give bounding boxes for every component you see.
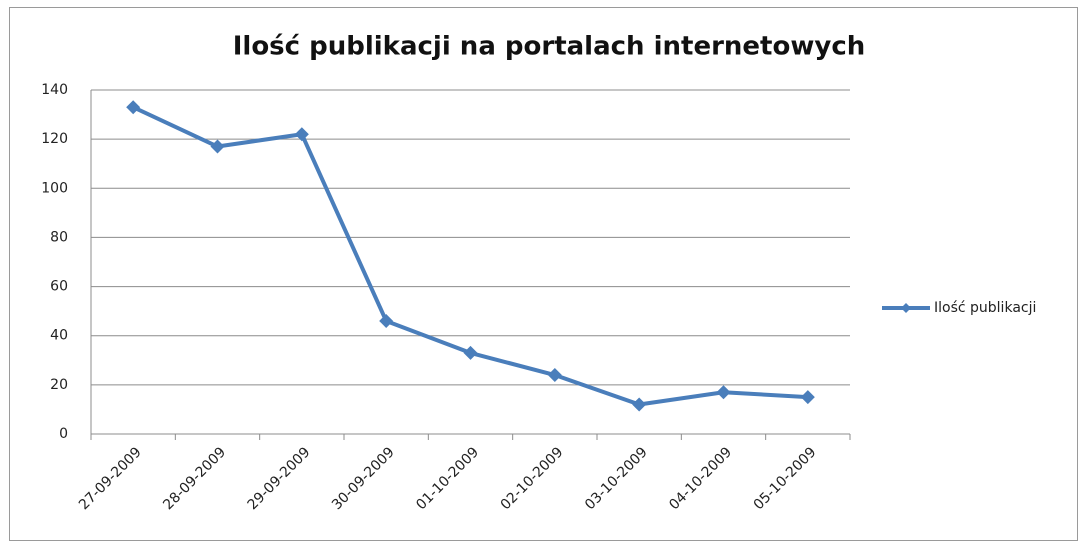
point-marker [379, 313, 394, 328]
y-tick-label: 80 [50, 229, 68, 245]
point-marker [210, 139, 225, 154]
point-marker [294, 127, 309, 142]
point-marker [126, 100, 141, 115]
point-marker [463, 345, 478, 360]
legend-label: Ilość publikacji [934, 300, 1036, 316]
chart-title: Ilość publikacji na portalach internetow… [233, 32, 866, 62]
chart-frame [9, 7, 1078, 541]
y-tick-label: 120 [41, 131, 68, 147]
point-marker [632, 397, 647, 412]
legend-marker [901, 303, 911, 313]
point-marker [547, 368, 562, 383]
y-tick-label: 0 [59, 426, 68, 442]
y-tick-label: 20 [50, 377, 68, 393]
y-tick-label: 140 [41, 82, 68, 98]
point-marker [716, 385, 731, 400]
y-tick-label: 60 [50, 279, 68, 295]
y-tick-label: 100 [41, 180, 68, 196]
point-marker [800, 390, 815, 405]
y-tick-label: 40 [50, 328, 68, 344]
